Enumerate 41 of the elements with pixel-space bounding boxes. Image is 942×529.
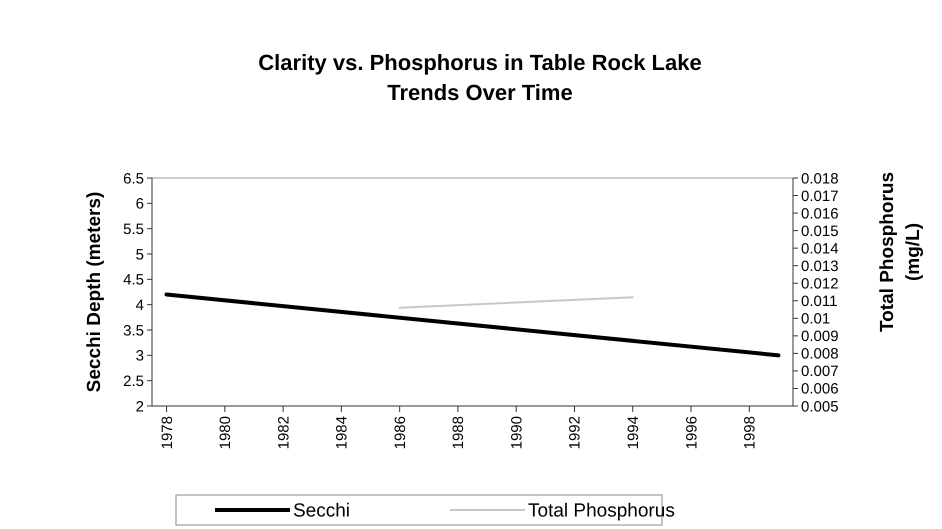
x-tick-label: 1992 (566, 416, 584, 450)
chart-subtitle: Trends Over Time (387, 80, 573, 105)
y-tick-label: 5 (136, 246, 144, 264)
y-tick-label: 2.5 (123, 372, 144, 390)
y-tick-label: 6 (136, 196, 144, 213)
y2-axis-title: Total Phosphorus (mg/L) (877, 172, 924, 332)
legend-label: Secchi (293, 500, 350, 522)
y-tick-label: 5.5 (123, 220, 144, 238)
x-tick-label: 1988 (450, 416, 468, 450)
x-tick-label: 1996 (683, 416, 700, 450)
y2-tick-label: 0.012 (801, 275, 839, 292)
y2-tick-label: 0.015 (801, 222, 839, 240)
y-tick-label: 4.5 (123, 272, 144, 289)
legend-label: Total Phosphorus (528, 500, 675, 522)
y2-tick-label: 0.018 (801, 170, 839, 188)
y2-tick-label: 0.013 (801, 258, 839, 275)
y2-tick-label: 0.011 (801, 293, 838, 310)
x-tick-label: 1990 (508, 416, 526, 450)
y2-tick-label: 0.017 (801, 188, 839, 205)
y2-tick-label: 0.007 (801, 363, 839, 380)
y-tick-label: 2 (136, 398, 144, 416)
y2-tick-label: 0.009 (801, 328, 839, 346)
y2-tick-label: 0.014 (801, 240, 839, 258)
x-tick-label: 1984 (334, 416, 351, 450)
y-axis-title: Secchi Depth (meters) (84, 192, 105, 392)
y2-tick-label: 0.01 (801, 310, 830, 328)
y2-tick-label: 0.016 (801, 205, 839, 222)
x-tick-label: 1986 (392, 416, 409, 450)
x-tick-label: 1980 (217, 416, 234, 450)
x-tick-label: 1998 (742, 416, 759, 450)
chart-title: Clarity vs. Phosphorus in Table Rock Lake (258, 50, 702, 75)
y2-tick-label: 0.006 (801, 380, 839, 398)
x-tick-label: 1978 (158, 416, 176, 450)
y-tick-label: 6.5 (123, 170, 144, 188)
y2-tick-label: 0.008 (801, 346, 839, 363)
x-tick-label: 1994 (625, 416, 642, 450)
x-tick-label: 1982 (275, 416, 292, 450)
y-tick-label: 3 (136, 348, 144, 365)
y-tick-label: 4 (136, 296, 144, 314)
y-tick-label: 3.5 (123, 322, 144, 340)
y2-tick-label: 0.005 (801, 398, 839, 416)
